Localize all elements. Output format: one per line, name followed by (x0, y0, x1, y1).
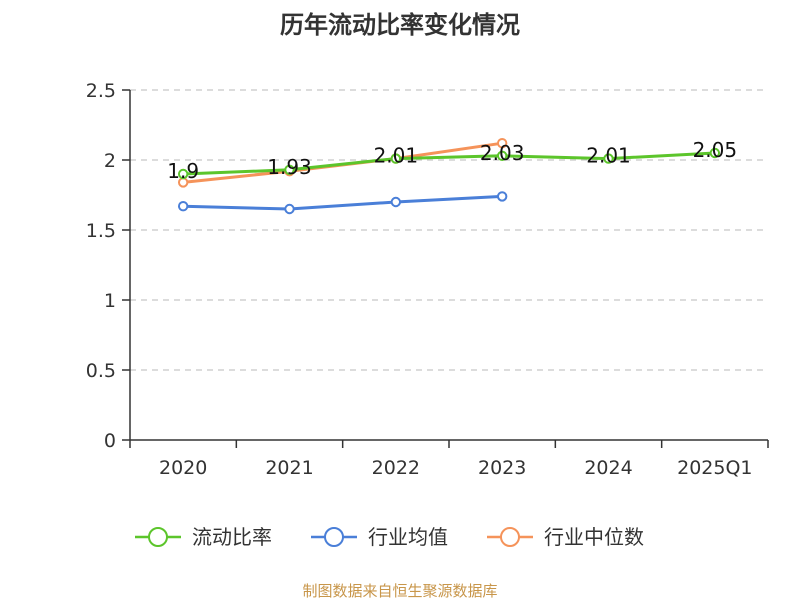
axes (122, 89, 769, 448)
data-point (177, 201, 189, 212)
data-point (496, 191, 508, 202)
chart-title: 历年流动比率变化情况 (280, 11, 520, 39)
data-point (603, 153, 614, 164)
y-axis-ticks: 0 0.5 1 1.5 2 2.5 (86, 80, 116, 452)
y-tick-label: 0 (104, 430, 116, 452)
data-label: 2.05 (693, 138, 738, 162)
grid-lines (130, 89, 768, 371)
legend-item[interactable]: 流动比率 (135, 525, 272, 549)
data-point (390, 196, 402, 208)
y-tick-label: 2.5 (86, 80, 116, 102)
data-labels: 1.9 1.93 2.01 2.03 2.01 2.05 (167, 138, 737, 183)
legend-marker (500, 527, 520, 547)
data-point (496, 138, 508, 149)
series-line-1 (183, 194, 503, 211)
legend-item[interactable]: 行业中位数 (487, 525, 644, 549)
source-note: 制图数据来自恒生聚源数据库 (302, 582, 497, 600)
data-label: 2.01 (374, 144, 419, 168)
data-label: 1.9 (167, 159, 199, 183)
data-point (709, 147, 721, 159)
y-tick-label: 1.5 (86, 220, 116, 242)
legend-marker (324, 527, 344, 547)
series-lines (177, 138, 721, 215)
data-label: 2.01 (586, 144, 631, 168)
x-tick-label: 2024 (584, 457, 632, 479)
y-tick-label: 1 (104, 290, 116, 312)
data-point (390, 153, 402, 164)
x-tick-label: 2025Q1 (677, 457, 752, 479)
legend-label: 行业中位数 (544, 525, 644, 549)
x-axis-ticks: 2020 2021 2022 2023 2024 2025Q1 (159, 457, 753, 479)
legend-label: 流动比率 (192, 525, 272, 549)
x-tick-label: 2020 (159, 457, 207, 479)
data-label: 2.03 (480, 141, 525, 165)
data-point (177, 168, 189, 180)
legend-label: 行业均值 (368, 525, 448, 549)
series-line-0 (183, 151, 715, 176)
data-point (284, 203, 295, 215)
y-tick-label: 0.5 (86, 360, 116, 382)
data-point (496, 150, 508, 162)
x-tick-label: 2022 (372, 457, 420, 479)
legend-item[interactable]: 行业均值 (311, 525, 448, 549)
data-point (284, 164, 295, 176)
x-tick-label: 2023 (478, 457, 526, 479)
data-label: 1.93 (267, 155, 312, 179)
y-tick-label: 2 (104, 150, 116, 172)
x-tick-label: 2021 (265, 457, 313, 479)
legend-marker (148, 527, 168, 547)
legend[interactable]: 流动比率 行业均值 行业中位数 (135, 525, 644, 549)
